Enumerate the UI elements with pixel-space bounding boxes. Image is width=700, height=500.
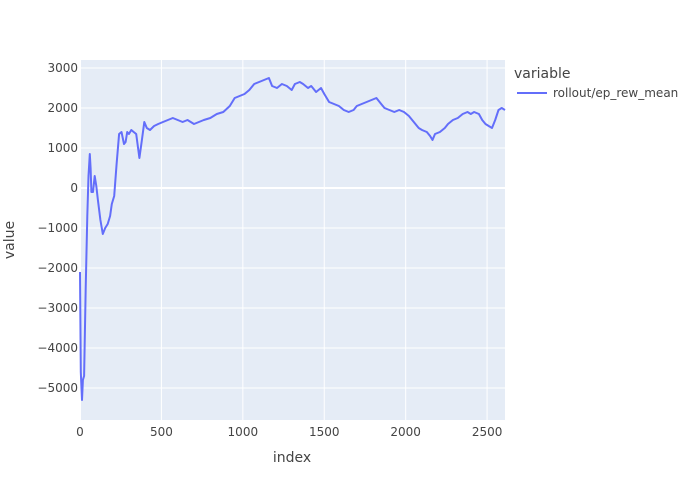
series-line xyxy=(79,77,506,401)
x-tick-label: 2500 xyxy=(472,425,503,439)
y-tick-label: −4000 xyxy=(37,341,78,355)
gridlines xyxy=(79,60,505,420)
y-tick-label: −3000 xyxy=(37,301,78,315)
y-tick-label: −1000 xyxy=(37,221,78,235)
series-layer xyxy=(79,77,506,401)
x-tick-label: 500 xyxy=(150,425,173,439)
x-axis-title: index xyxy=(273,450,311,466)
plot-background xyxy=(80,60,505,420)
x-tick-label: 0 xyxy=(76,425,84,439)
y-tick-label: 1000 xyxy=(47,141,78,155)
y-tick-label: 3000 xyxy=(47,61,78,75)
y-tick-label: −5000 xyxy=(37,381,78,395)
x-tick-label: 2000 xyxy=(390,425,421,439)
legend[interactable]: variable rollout/ep_rew_mean xyxy=(514,66,678,100)
legend-item-label[interactable]: rollout/ep_rew_mean xyxy=(553,86,678,100)
y-axis-title: value xyxy=(2,221,18,259)
y-tick-label: −2000 xyxy=(37,261,78,275)
x-tick-label: 1000 xyxy=(228,425,259,439)
y-axis-ticks: −5000 −4000 −3000 −2000 −1000 0 1000 2000 3000 xyxy=(37,61,78,395)
y-tick-label: 0 xyxy=(70,181,78,195)
legend-title: variable xyxy=(514,66,570,82)
y-tick-label: 2000 xyxy=(47,101,78,115)
x-tick-label: 1500 xyxy=(309,425,340,439)
x-axis-ticks: 0 500 1000 1500 2000 2500 xyxy=(76,425,502,439)
